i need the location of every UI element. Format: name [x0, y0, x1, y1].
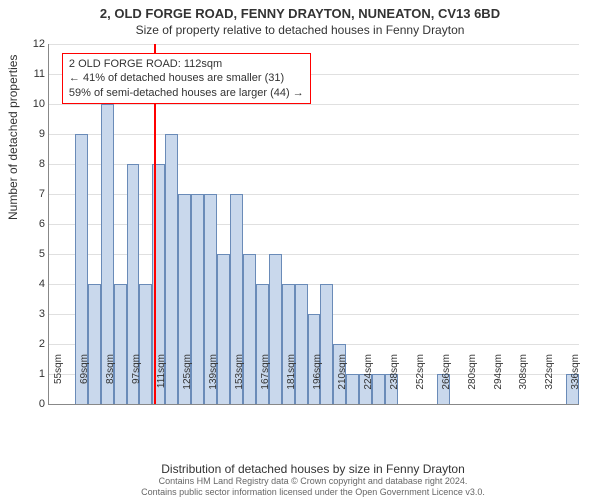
- chart-title-line1: 2, OLD FORGE ROAD, FENNY DRAYTON, NUNEAT…: [0, 0, 600, 21]
- gridline: [49, 44, 579, 45]
- y-tick-label: 11: [23, 68, 45, 80]
- y-tick-label: 0: [23, 398, 45, 410]
- y-axis-label: Number of detached properties: [6, 55, 20, 220]
- histogram-bar: [372, 374, 385, 404]
- y-tick-label: 8: [23, 158, 45, 170]
- x-tick-label: 266sqm: [441, 354, 452, 408]
- y-tick-label: 9: [23, 128, 45, 140]
- x-tick-label: 153sqm: [234, 354, 245, 408]
- y-tick-label: 12: [23, 38, 45, 50]
- gridline: [49, 134, 579, 135]
- x-tick-label: 83sqm: [105, 354, 116, 408]
- y-tick-label: 3: [23, 308, 45, 320]
- x-tick-label: 196sqm: [312, 354, 323, 408]
- x-tick-label: 294sqm: [493, 354, 504, 408]
- x-tick-label: 322sqm: [544, 354, 555, 408]
- gridline: [49, 104, 579, 105]
- x-tick-label: 238sqm: [389, 354, 400, 408]
- annotation-line: 59% of semi-detached houses are larger (…: [69, 86, 304, 100]
- y-tick-label: 6: [23, 218, 45, 230]
- histogram-bar: [165, 134, 178, 404]
- histogram-bar: [346, 374, 359, 404]
- x-axis-label: Distribution of detached houses by size …: [48, 462, 578, 476]
- x-tick-label: 139sqm: [208, 354, 219, 408]
- annotation-line: 2 OLD FORGE ROAD: 112sqm: [69, 57, 304, 71]
- x-tick-label: 280sqm: [467, 354, 478, 408]
- y-tick-label: 2: [23, 338, 45, 350]
- x-tick-label: 167sqm: [260, 354, 271, 408]
- chart-container: 2, OLD FORGE ROAD, FENNY DRAYTON, NUNEAT…: [0, 0, 600, 500]
- x-tick-label: 55sqm: [53, 354, 64, 408]
- x-tick-label: 336sqm: [570, 354, 581, 408]
- annotation-box: 2 OLD FORGE ROAD: 112sqm← 41% of detache…: [62, 53, 311, 104]
- y-tick-label: 10: [23, 98, 45, 110]
- x-tick-label: 97sqm: [131, 354, 142, 408]
- x-tick-label: 308sqm: [518, 354, 529, 408]
- chart-title-line2: Size of property relative to detached ho…: [0, 21, 600, 41]
- footer-line1: Contains HM Land Registry data © Crown c…: [48, 476, 578, 487]
- footer-line2: Contains public sector information licen…: [48, 487, 578, 498]
- x-tick-label: 111sqm: [156, 354, 167, 408]
- x-tick-label: 224sqm: [363, 354, 374, 408]
- x-tick-label: 252sqm: [415, 354, 426, 408]
- y-tick-label: 1: [23, 368, 45, 380]
- footer-attribution: Contains HM Land Registry data © Crown c…: [48, 476, 578, 498]
- y-tick-label: 4: [23, 278, 45, 290]
- plot-area: 012345678910111255sqm69sqm83sqm97sqm111s…: [48, 44, 579, 405]
- x-tick-label: 210sqm: [337, 354, 348, 408]
- y-tick-label: 5: [23, 248, 45, 260]
- y-tick-label: 7: [23, 188, 45, 200]
- x-tick-label: 181sqm: [286, 354, 297, 408]
- annotation-line: ← 41% of detached houses are smaller (31…: [69, 71, 304, 85]
- x-tick-label: 69sqm: [79, 354, 90, 408]
- histogram-bar: [191, 194, 204, 404]
- x-tick-label: 125sqm: [182, 354, 193, 408]
